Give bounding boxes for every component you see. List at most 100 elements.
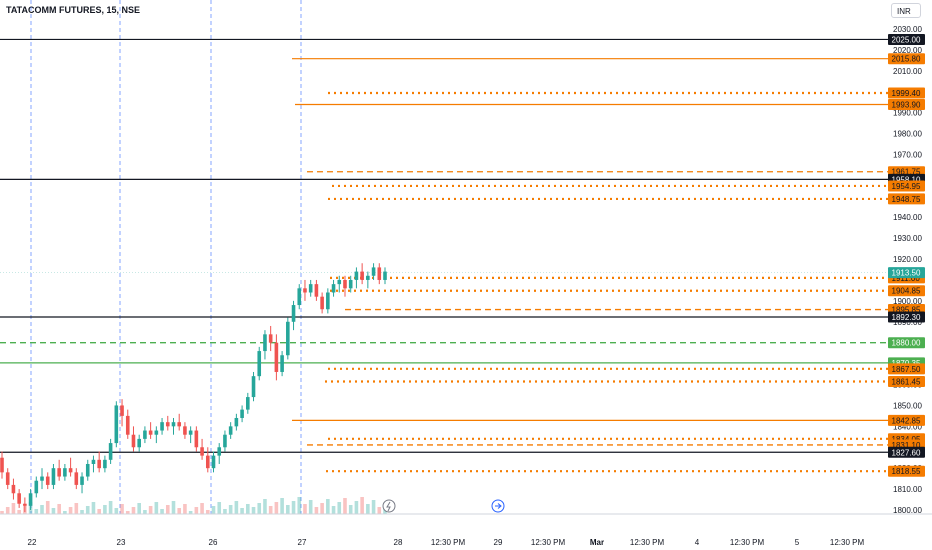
candle-body <box>28 493 33 506</box>
price-badge-label: 1993.90 <box>892 100 921 109</box>
price-badge-label: 1954.95 <box>892 182 921 191</box>
candle-body <box>366 275 370 280</box>
volume-bar <box>34 509 39 514</box>
volume-bar <box>234 501 239 514</box>
candle-body <box>160 422 164 431</box>
volume-bar <box>165 505 170 514</box>
candle-body <box>11 484 16 494</box>
volume-bar <box>63 511 67 514</box>
candle-body <box>97 459 101 469</box>
volume-bar <box>371 500 376 514</box>
lightning-icon <box>386 501 391 512</box>
price-tick-label: 2020.00 <box>893 46 922 55</box>
time-tick-label: Mar <box>590 538 604 547</box>
currency-selector[interactable]: INR <box>891 3 921 18</box>
candle-body <box>217 447 222 456</box>
dividend-event-icon[interactable] <box>382 499 396 513</box>
candle-body <box>348 279 353 289</box>
candle-body <box>274 342 279 372</box>
price-badge <box>888 33 925 45</box>
volume-bar <box>217 502 222 514</box>
price-tick-label: 1980.00 <box>893 130 922 139</box>
price-badge <box>888 285 925 297</box>
volume-bar <box>223 509 227 514</box>
volume-bar <box>320 503 324 514</box>
candle-body <box>200 447 204 456</box>
volume-bar <box>91 502 96 514</box>
candle-body <box>240 409 244 418</box>
candle-body <box>154 430 159 435</box>
price-badge-label: 2015.80 <box>892 55 921 64</box>
price-tick-label: 2010.00 <box>893 67 922 76</box>
time-tick-label: 12:30 PM <box>630 538 665 547</box>
candle-body <box>143 430 147 439</box>
price-tick-label: 1990.00 <box>893 109 922 118</box>
candle-body <box>314 284 319 297</box>
candle-body <box>263 334 267 352</box>
volume-bar <box>377 507 382 514</box>
volume-bar <box>303 504 307 514</box>
volume-bar <box>45 501 50 514</box>
candle-body <box>194 430 199 448</box>
volume-bar <box>183 504 187 514</box>
price-badge <box>888 446 925 458</box>
price-badge-label: 1880.00 <box>892 339 921 348</box>
candle-body <box>148 430 153 435</box>
split-event-icon[interactable] <box>491 499 505 513</box>
price-badge <box>888 180 925 192</box>
time-tick-label: 12:30 PM <box>431 538 466 547</box>
price-tick-label: 1840.00 <box>893 422 922 431</box>
price-badge <box>888 375 925 387</box>
candle-body <box>377 267 382 280</box>
candle-body <box>183 426 187 435</box>
volume-bar <box>366 504 370 514</box>
event-circle <box>382 499 396 513</box>
candle-body <box>246 397 250 410</box>
price-tick-label: 1970.00 <box>893 150 922 159</box>
candle-body <box>34 480 39 494</box>
price-badge <box>888 98 925 110</box>
candle-body <box>303 288 307 293</box>
price-badge-label: 1831.10 <box>892 441 921 450</box>
volume-bar <box>314 507 319 514</box>
volume-bar <box>291 501 296 514</box>
price-tick-label: 1930.00 <box>893 234 922 243</box>
volume-bar <box>343 498 347 514</box>
volume-bar <box>177 508 182 514</box>
candle-body <box>371 267 376 276</box>
volume-bar <box>40 505 44 514</box>
volume-bar <box>103 505 107 514</box>
volume-bar <box>108 501 113 514</box>
volume-bar <box>57 504 61 514</box>
volume-bar <box>160 509 164 514</box>
candle-body <box>131 434 136 448</box>
chart-title: TATACOMM FUTURES, 15, NSE <box>6 5 141 15</box>
candle-body <box>171 422 176 427</box>
price-badge-label: 1999.40 <box>892 89 921 98</box>
candle-body <box>108 443 113 460</box>
volume-bar <box>154 502 159 514</box>
candle-body <box>0 457 4 473</box>
time-tick-label: 23 <box>117 538 126 547</box>
volume-bar <box>125 511 130 514</box>
level-lines <box>0 38 888 473</box>
candle-body <box>223 434 227 448</box>
candle-body <box>40 476 44 481</box>
candle-body <box>114 405 119 444</box>
candle-body <box>91 459 96 464</box>
price-badge <box>888 311 925 323</box>
volume-bar <box>74 503 79 514</box>
price-badge <box>888 363 925 375</box>
candle-body <box>234 417 239 427</box>
price-tick-label: 2030.00 <box>893 25 922 34</box>
candle-body <box>177 422 182 427</box>
volume-bar <box>85 506 90 514</box>
volume-bar <box>0 511 4 514</box>
volume-bar <box>171 501 176 514</box>
candle-body <box>251 376 256 398</box>
candle-body <box>45 476 50 485</box>
price-badge-label: 1911.00 <box>892 274 921 283</box>
time-tick-label: 29 <box>494 538 503 547</box>
candle-body <box>17 493 21 504</box>
